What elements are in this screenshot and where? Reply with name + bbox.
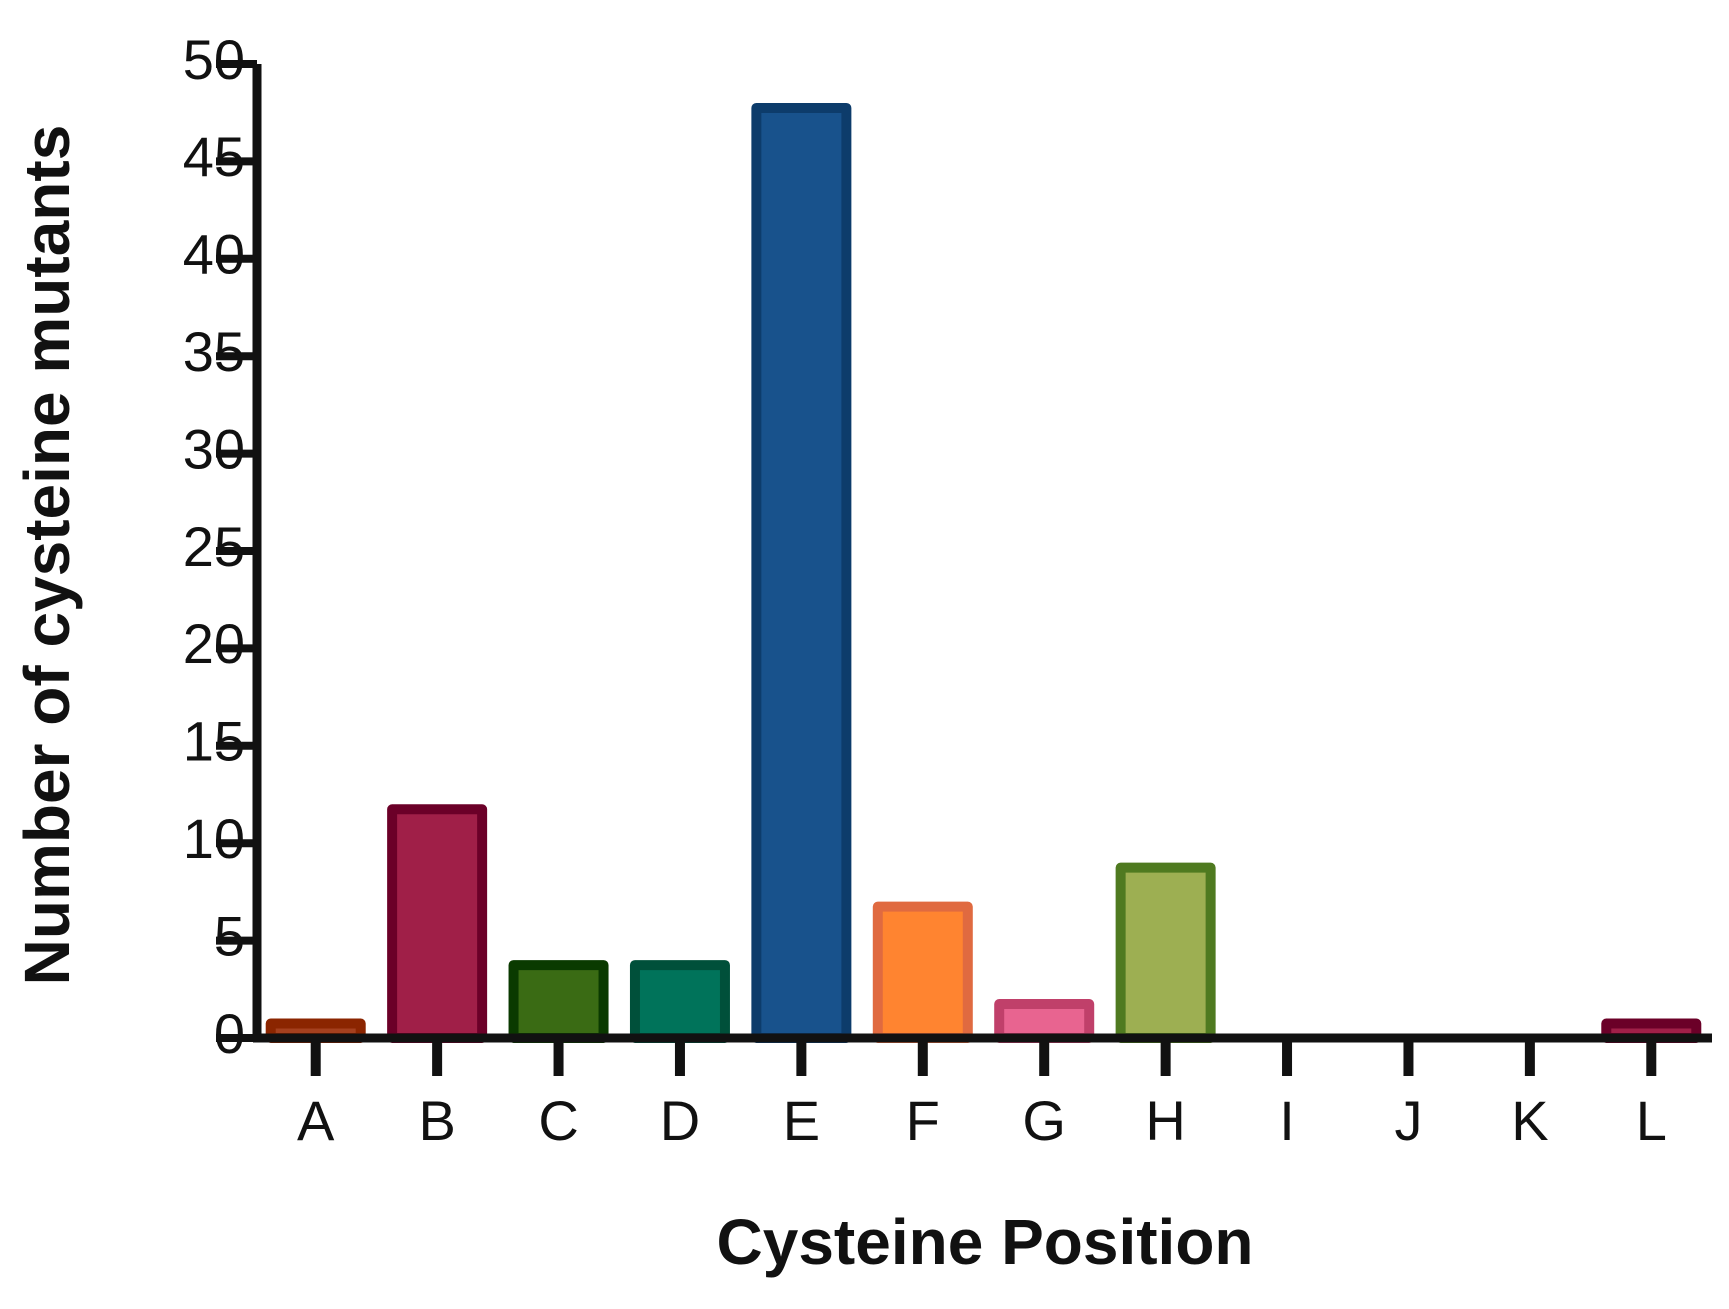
- x-tick-label: L: [1636, 1089, 1667, 1152]
- x-tick-label: I: [1279, 1089, 1295, 1152]
- x-tick-label: B: [418, 1089, 455, 1152]
- bar: [629, 960, 730, 1044]
- y-tick-label: 15: [183, 710, 245, 773]
- y-tick-label: 25: [183, 515, 245, 578]
- y-tick-label: 5: [214, 904, 245, 967]
- x-tick-label: F: [906, 1089, 940, 1152]
- y-tick-label: 45: [183, 125, 245, 188]
- x-tick-label: A: [297, 1089, 335, 1152]
- y-tick-label: 35: [183, 320, 245, 383]
- bar: [872, 901, 973, 1044]
- x-axis-title: Cysteine Position: [717, 1206, 1254, 1278]
- bar: [1115, 862, 1216, 1043]
- y-tick-label: 10: [183, 807, 245, 870]
- x-tick-label: H: [1145, 1089, 1185, 1152]
- bar: [751, 102, 852, 1043]
- y-tick-label: 30: [183, 417, 245, 480]
- x-tick-label: J: [1394, 1089, 1422, 1152]
- bar: [387, 804, 488, 1043]
- y-tick-label: 0: [214, 1002, 245, 1065]
- y-tick-label: 20: [183, 612, 245, 675]
- y-tick-label: 40: [183, 223, 245, 286]
- bar: [508, 960, 609, 1044]
- x-tick-label: E: [783, 1089, 820, 1152]
- bar: [994, 999, 1095, 1043]
- y-axis-title: Number of cysteine mutants: [11, 125, 83, 986]
- x-tick-label: K: [1511, 1089, 1548, 1152]
- x-tick-label: C: [538, 1089, 578, 1152]
- y-tick-label: 50: [183, 28, 245, 91]
- x-tick-label: D: [660, 1089, 700, 1152]
- x-tick-label: G: [1022, 1089, 1066, 1152]
